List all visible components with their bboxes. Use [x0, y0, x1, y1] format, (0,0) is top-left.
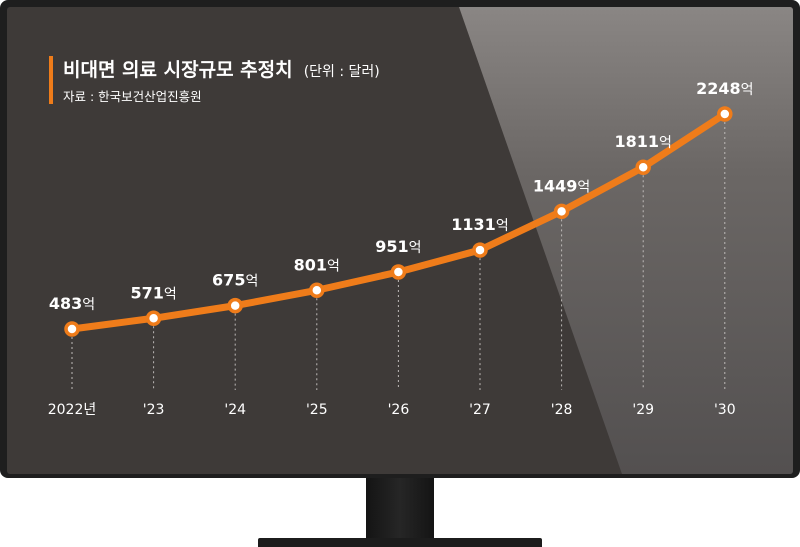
x-tick-label: '29	[632, 402, 654, 418]
x-tick-label: '24	[224, 402, 246, 418]
monitor-bezel	[0, 0, 800, 478]
monitor-stand-neck	[366, 478, 434, 540]
chart-title: 비대면 의료 시장규모 추정치	[63, 59, 293, 81]
data-label: 1449억	[533, 176, 590, 195]
data-point	[390, 264, 407, 280]
data-points	[64, 106, 733, 337]
data-point	[472, 242, 488, 258]
data-label: 1811억	[614, 132, 671, 151]
x-tick-label: '26	[388, 402, 410, 418]
x-axis-tick-labels: 2022년 '23 '24 '25 '26 '27 '28 '29 '30	[48, 402, 736, 418]
x-tick-label: '25	[306, 402, 328, 418]
data-label: 2248억	[696, 79, 753, 98]
x-tick-label: '28	[551, 402, 573, 418]
data-point	[717, 106, 733, 122]
data-label: 801억	[294, 255, 340, 274]
x-tick-label: '30	[714, 402, 736, 418]
data-point	[227, 297, 243, 314]
chart-title-line: 비대면 의료 시장규모 추정치 (단위 : 달러)	[63, 59, 380, 81]
data-point	[64, 321, 80, 337]
x-tick-label: 2022년	[48, 402, 97, 418]
data-label: 571억	[130, 283, 176, 302]
x-tick-label: '23	[143, 402, 165, 418]
data-labels: 483억 571억 675억 801억 951억 1131억 1449억 1811억 2248억	[49, 79, 754, 313]
data-point	[145, 310, 162, 327]
data-label: 951억	[375, 237, 421, 256]
data-label: 1131억	[451, 215, 508, 234]
data-label: 675억	[212, 271, 258, 290]
monitor-stand-base	[258, 538, 542, 547]
unit-note: (단위 : 달러)	[304, 64, 380, 80]
data-point	[309, 282, 325, 299]
x-tick-label: '27	[469, 402, 491, 418]
title-accent-bar	[49, 56, 53, 104]
data-point	[553, 203, 570, 220]
monitor-screen	[7, 7, 793, 474]
data-point	[635, 159, 651, 175]
data-label: 483억	[49, 294, 95, 313]
source-note: 자료 : 한국보건산업진흥원	[63, 89, 202, 104]
guide-lines	[71, 122, 726, 390]
